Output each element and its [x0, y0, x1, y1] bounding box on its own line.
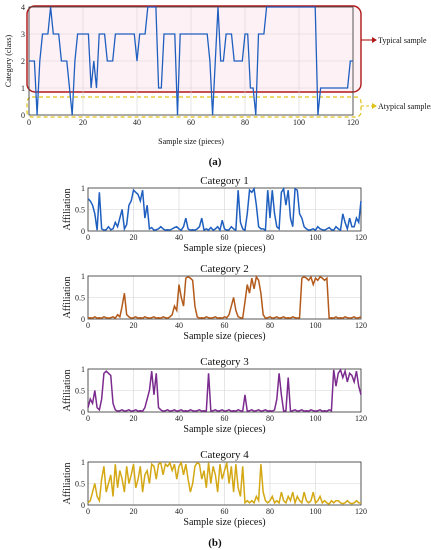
subchart-4: Category 4 0 20 40 60 80 100 120 0 0.5 1 Affiliatio…: [62, 449, 367, 528]
subchart-xtick-label: 120: [355, 233, 367, 242]
subchart-series-line: [87, 186, 362, 233]
subchart-ytick-label: 1: [81, 365, 85, 374]
typical-sample-annotation: Typical sample: [378, 36, 427, 45]
subchart-ytick-label: 0.5: [75, 206, 85, 215]
subchart-3: Category 3 0 20 40 60 80 100 120 0 0.5 1 Affiliatio…: [62, 356, 367, 435]
subchart-frame: [87, 275, 362, 320]
subchart-xtick-label: 60: [221, 321, 229, 330]
chart-a-xtick-label: 60: [187, 118, 195, 127]
subchart-frame: [87, 461, 362, 506]
subchart-ytick-label: 1: [81, 272, 85, 281]
chart-a-xtick-label: 40: [133, 118, 141, 127]
subchart-frame: [87, 187, 362, 232]
chart-a-xtick-label: 80: [241, 118, 249, 127]
subchart-2: Category 2 0 20 40 60 80 100 120 0 0.5 1 Affiliatio…: [62, 263, 367, 342]
subchart-xtick-label: 20: [130, 233, 138, 242]
subchart-series-line: [87, 460, 361, 506]
subchart-title: Category 2: [200, 263, 249, 275]
subchart-ytick-label: 0.5: [75, 387, 85, 396]
subchart-xtick-label: 40: [175, 321, 183, 330]
subchart-frame: [87, 368, 362, 413]
subchart-ylabel: Affiliation: [62, 188, 73, 230]
subchart-xtick-label: 120: [355, 414, 367, 423]
chart-a-series-line: [29, 6, 353, 116]
chart-a: 0 20 40 60 80 100 120 0 1 2 3 4 Category (class) Sa…: [4, 3, 359, 146]
chart-a-xtick-label: 20: [79, 118, 87, 127]
subchart-ytick-label: 1: [81, 184, 85, 193]
subchart-ytick-label: 0: [81, 501, 85, 510]
chart-a-ytick-label: 1: [21, 84, 25, 93]
subchart-xtick-label: 0: [86, 233, 90, 242]
chart-a-xtick-label: 0: [27, 118, 31, 127]
subchart-xtick-label: 100: [310, 507, 322, 516]
subchart-xtick-label: 100: [310, 321, 322, 330]
panel-label-a: (a): [209, 156, 222, 168]
subchart-1: Category 1 0 20 40 60 80 100 120 0 0.5 1 Affiliatio…: [62, 175, 367, 254]
subchart-ytick-label: 0: [81, 227, 85, 236]
subchart-xtick-label: 60: [221, 507, 229, 516]
subchart-xtick-label: 40: [175, 507, 183, 516]
subchart-xtick-label: 40: [175, 414, 183, 423]
subchart-xtick-label: 80: [266, 414, 274, 423]
subchart-xtick-label: 60: [221, 233, 229, 242]
typical-sample-highlight: [26, 5, 362, 93]
chart-a-xtick-label: 100: [293, 118, 305, 127]
subchart-xtick-label: 100: [310, 414, 322, 423]
subchart-xtick-label: 20: [130, 321, 138, 330]
chart-a-ytick-label: 0: [21, 111, 25, 120]
subchart-xtick-label: 40: [175, 233, 183, 242]
subchart-xtick-label: 60: [221, 414, 229, 423]
chart-a-ylabel: Category (class): [4, 35, 13, 88]
atypical-samples-highlight: [26, 96, 362, 118]
subchart-ytick-label: 0: [81, 408, 85, 417]
subchart-ytick-label: 1: [81, 458, 85, 467]
subchart-xtick-label: 0: [86, 414, 90, 423]
subchart-series-line: [87, 368, 362, 413]
subchart-title: Category 4: [200, 449, 249, 461]
chart-a-xlabel: Sample size (pieces): [158, 137, 224, 146]
subchart-xtick-label: 100: [310, 233, 322, 242]
panel-label-b: (b): [208, 537, 222, 549]
subchart-xlabel: Sample size (pieces): [183, 243, 265, 254]
subchart-series-line: [87, 274, 362, 320]
subchart-ylabel: Affiliation: [62, 276, 73, 318]
subchart-ytick-label: 0.5: [75, 294, 85, 303]
subchart-xtick-label: 120: [355, 321, 367, 330]
subchart-xlabel: Sample size (pieces): [183, 424, 265, 435]
subchart-xlabel: Sample size (pieces): [183, 517, 265, 528]
subchart-ytick-label: 0.5: [75, 480, 85, 489]
typical-arrowhead: [372, 37, 377, 43]
subchart-xtick-label: 0: [86, 507, 90, 516]
subchart-xtick-label: 20: [130, 507, 138, 516]
subchart-xtick-label: 0: [86, 321, 90, 330]
atypical-arrowhead: [372, 103, 377, 109]
subchart-xtick-label: 20: [130, 414, 138, 423]
subchart-xtick-label: 80: [266, 321, 274, 330]
subchart-xtick-label: 80: [266, 233, 274, 242]
chart-a-ytick-label: 3: [21, 30, 25, 39]
subchart-xtick-label: 80: [266, 507, 274, 516]
subchart-title: Category 3: [200, 356, 249, 368]
chart-a-ytick-label: 4: [21, 3, 25, 12]
atypical-samples-annotation: Atypical samples: [378, 102, 431, 111]
subchart-xlabel: Sample size (pieces): [183, 331, 265, 342]
subchart-xtick-label: 120: [355, 507, 367, 516]
subchart-ylabel: Affiliation: [62, 462, 73, 504]
subchart-title: Category 1: [200, 175, 249, 187]
subchart-ylabel: Affiliation: [62, 369, 73, 411]
chart-a-xtick-label: 120: [347, 118, 359, 127]
subchart-ytick-label: 0: [81, 315, 85, 324]
chart-a-ytick-label: 2: [21, 57, 25, 66]
